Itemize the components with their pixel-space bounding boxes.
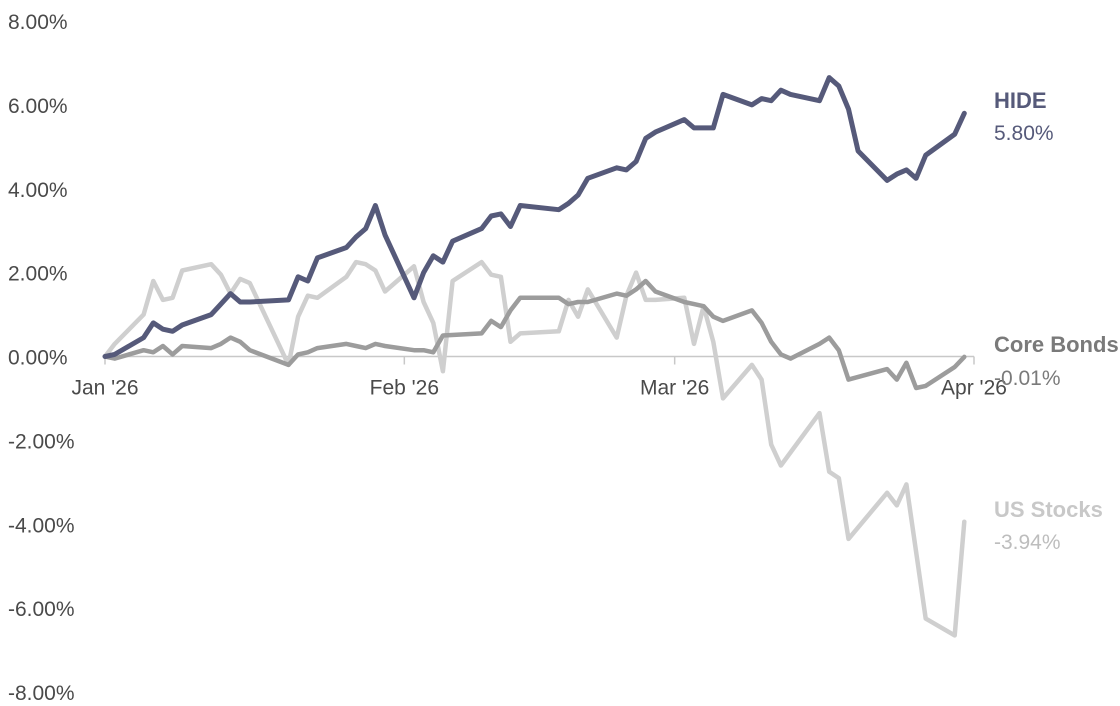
x-tick-label: Apr '26 xyxy=(941,377,1007,400)
y-tick-label: 8.00% xyxy=(8,11,68,34)
y-tick-label: -6.00% xyxy=(8,598,75,621)
x-tick-label: Jan '26 xyxy=(71,377,138,400)
series-end-labels: US Stocks -3.94% Core Bonds -0.01% HIDE 5.80% xyxy=(994,88,1119,554)
x-tick-label: Feb '26 xyxy=(370,377,439,400)
end-label-value-core-bonds: -0.01% xyxy=(994,367,1061,390)
y-tick-label: -2.00% xyxy=(8,430,75,453)
end-label-value-us-stocks: -3.94% xyxy=(994,531,1061,554)
series-lines xyxy=(102,75,967,638)
series-line-us-stocks xyxy=(102,259,967,638)
y-tick-label: 2.00% xyxy=(8,263,68,286)
end-label-name-core-bonds: Core Bonds xyxy=(994,332,1119,357)
y-axis: 8.00% 6.00% 4.00% 2.00% 0.00% -2.00% -4.00% -6.… xyxy=(8,11,75,705)
x-axis: Jan '26 Feb '26 Mar '26 Apr '26 xyxy=(71,355,1007,400)
series-line-hide xyxy=(102,75,967,359)
y-tick-label: -8.00% xyxy=(8,682,75,705)
end-label-name-hide: HIDE xyxy=(994,88,1047,113)
series-line-core-bonds xyxy=(102,278,967,391)
x-tick-label: Mar '26 xyxy=(640,377,709,400)
y-tick-label: 0.00% xyxy=(8,347,68,370)
y-tick-label: 6.00% xyxy=(8,95,68,118)
y-tick-label: -4.00% xyxy=(8,514,75,537)
end-label-name-us-stocks: US Stocks xyxy=(994,497,1103,522)
y-tick-label: 4.00% xyxy=(8,179,68,202)
end-label-value-hide: 5.80% xyxy=(994,122,1054,145)
